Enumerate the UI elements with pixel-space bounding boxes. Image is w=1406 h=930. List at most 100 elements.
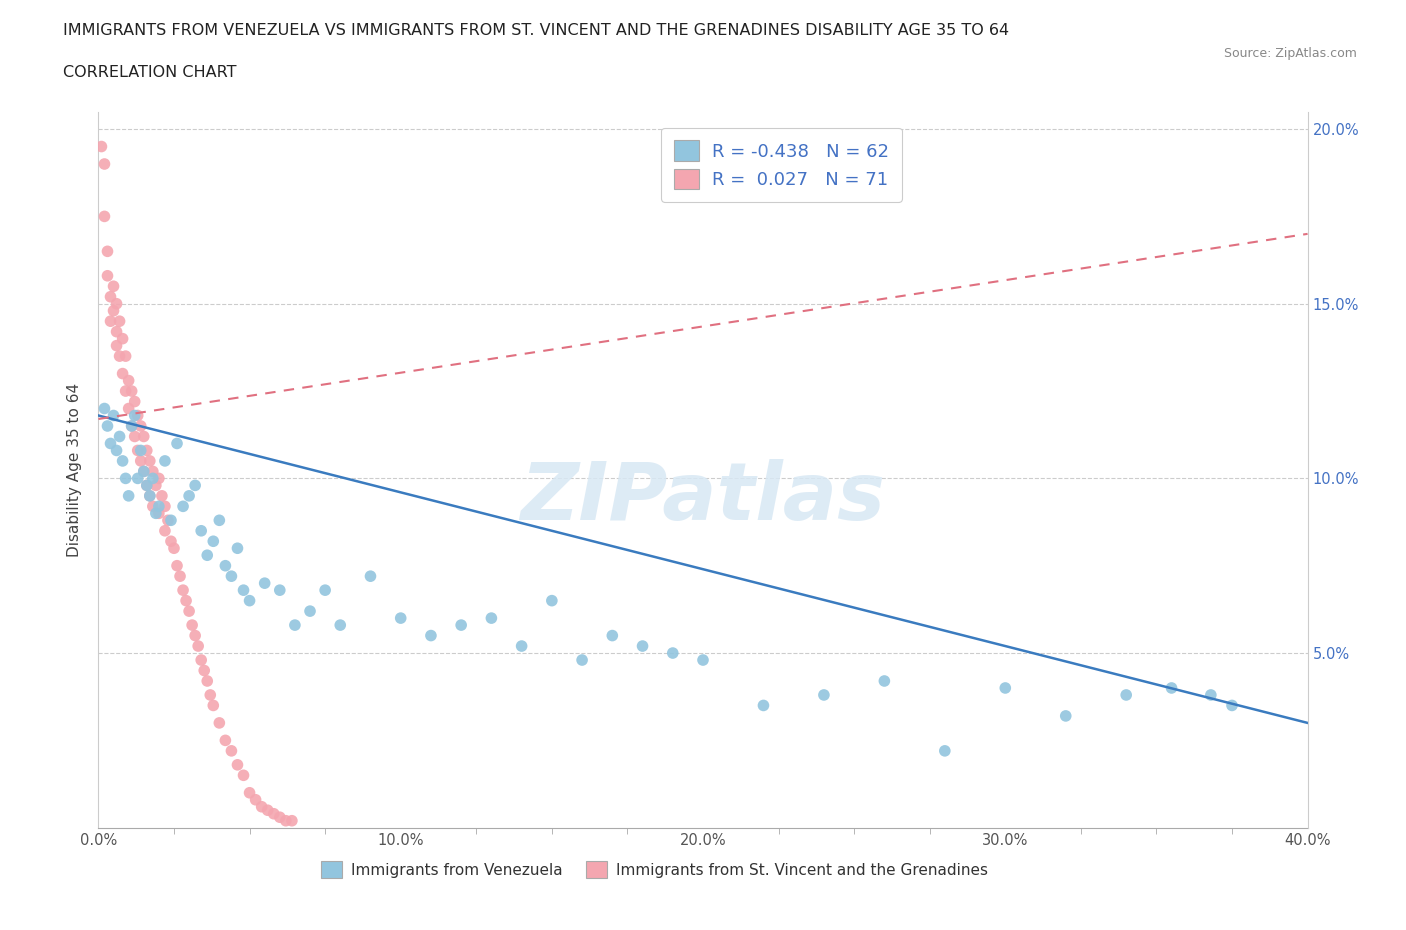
Point <box>208 715 231 730</box>
Point <box>129 454 152 469</box>
Point <box>274 813 297 828</box>
Point <box>118 401 141 416</box>
Point <box>253 576 276 591</box>
Point <box>195 673 218 688</box>
Point <box>142 498 165 513</box>
Point <box>153 498 176 513</box>
Point <box>1199 687 1222 702</box>
Point <box>181 618 204 632</box>
Point <box>103 279 125 294</box>
Point <box>232 583 254 598</box>
Point <box>221 569 243 584</box>
Point <box>221 743 243 758</box>
Point <box>172 498 194 513</box>
Point <box>124 429 146 444</box>
Point <box>602 628 624 643</box>
Point <box>114 471 136 485</box>
Point <box>166 558 188 573</box>
Point <box>111 366 134 381</box>
Point <box>329 618 352 632</box>
Point <box>132 464 155 479</box>
Point <box>389 611 412 626</box>
Point <box>160 534 183 549</box>
Point <box>226 757 249 772</box>
Point <box>135 478 157 493</box>
Point <box>96 244 118 259</box>
Point <box>226 541 249 556</box>
Point <box>174 593 197 608</box>
Point <box>96 418 118 433</box>
Point <box>281 813 304 828</box>
Point <box>156 512 179 527</box>
Point <box>202 698 225 713</box>
Point <box>127 443 149 458</box>
Point <box>129 418 152 433</box>
Point <box>153 524 176 538</box>
Point <box>284 618 307 632</box>
Point <box>100 436 122 451</box>
Point <box>93 401 115 416</box>
Point <box>481 611 503 626</box>
Point <box>142 464 165 479</box>
Point <box>187 639 209 654</box>
Point <box>540 593 562 608</box>
Point <box>269 810 291 825</box>
Point <box>148 506 170 521</box>
Point <box>108 429 131 444</box>
Point <box>239 593 262 608</box>
Point <box>148 471 170 485</box>
Point <box>172 583 194 598</box>
Point <box>571 653 593 668</box>
Point <box>1160 681 1182 696</box>
Point <box>813 687 835 702</box>
Point <box>105 443 128 458</box>
Point <box>1115 687 1137 702</box>
Point <box>184 478 207 493</box>
Point <box>103 408 125 423</box>
Legend: Immigrants from Venezuela, Immigrants from St. Vincent and the Grenadines: Immigrants from Venezuela, Immigrants fr… <box>315 855 994 884</box>
Point <box>105 297 128 312</box>
Point <box>360 569 382 584</box>
Point <box>96 269 118 284</box>
Point <box>142 471 165 485</box>
Text: CORRELATION CHART: CORRELATION CHART <box>63 65 236 80</box>
Point <box>121 418 143 433</box>
Point <box>208 512 231 527</box>
Point <box>631 639 654 654</box>
Point <box>934 743 956 758</box>
Point <box>269 583 291 598</box>
Point <box>245 792 267 807</box>
Point <box>118 488 141 503</box>
Point <box>124 408 146 423</box>
Point <box>510 639 533 654</box>
Point <box>139 454 162 469</box>
Point <box>420 628 443 643</box>
Point <box>1220 698 1243 713</box>
Point <box>190 653 212 668</box>
Point <box>135 478 157 493</box>
Text: Source: ZipAtlas.com: Source: ZipAtlas.com <box>1223 46 1357 60</box>
Point <box>661 645 683 660</box>
Point <box>153 454 176 469</box>
Point <box>256 803 278 817</box>
Point <box>93 209 115 224</box>
Point <box>93 156 115 171</box>
Point <box>127 408 149 423</box>
Point <box>100 289 122 304</box>
Point <box>139 488 162 503</box>
Point <box>132 464 155 479</box>
Point <box>103 303 125 318</box>
Point <box>114 349 136 364</box>
Point <box>184 628 207 643</box>
Point <box>179 488 201 503</box>
Point <box>193 663 215 678</box>
Point <box>692 653 714 668</box>
Point <box>169 569 191 584</box>
Point <box>139 488 162 503</box>
Point <box>127 471 149 485</box>
Point <box>314 583 336 598</box>
Point <box>195 548 218 563</box>
Point <box>239 785 262 800</box>
Point <box>214 733 236 748</box>
Point <box>450 618 472 632</box>
